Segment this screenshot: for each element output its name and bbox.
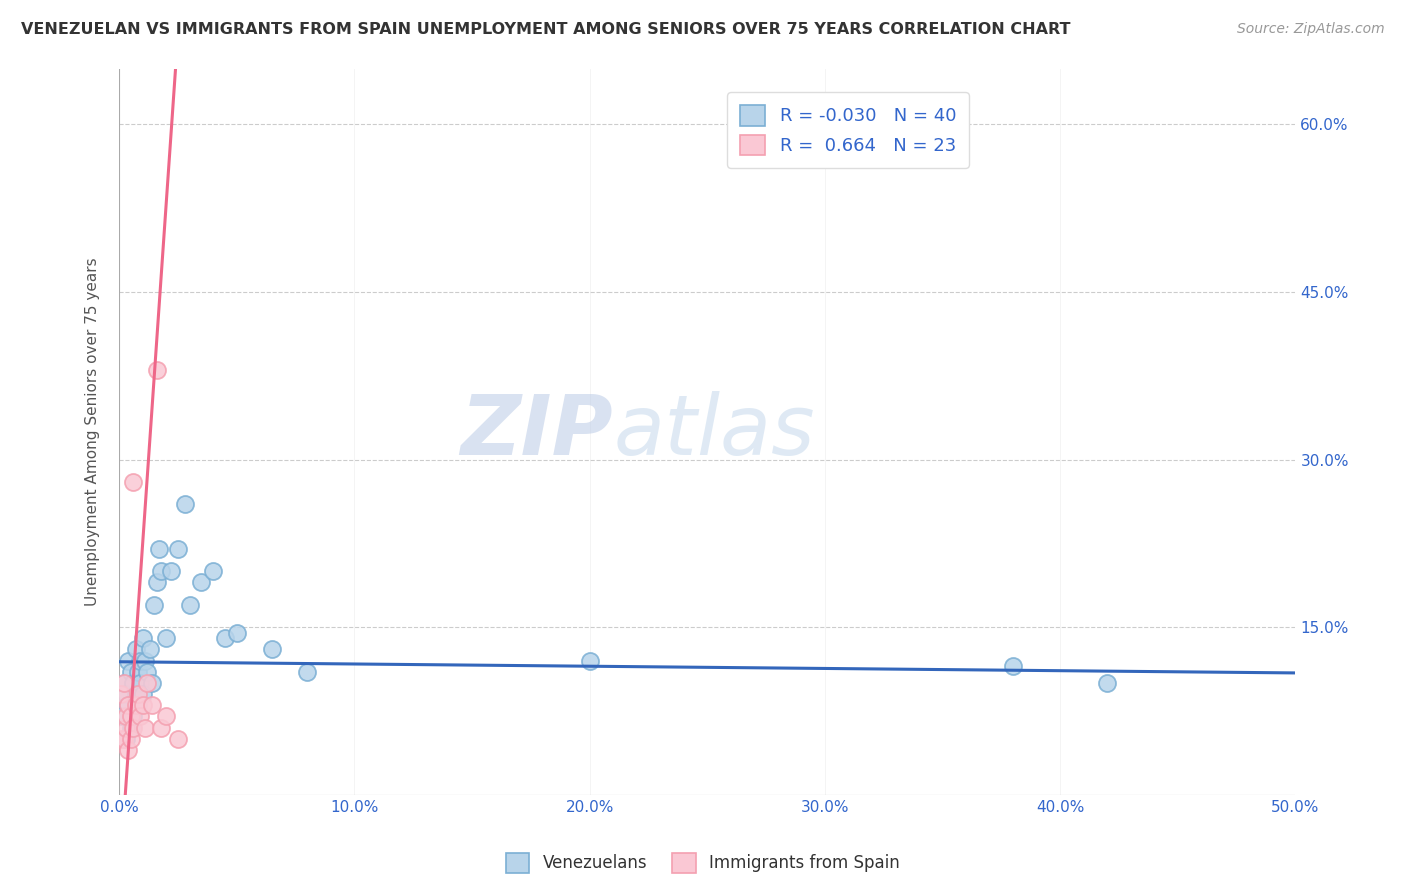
Point xyxy=(1002,659,1025,673)
Point xyxy=(297,665,319,679)
Text: VENEZUELAN VS IMMIGRANTS FROM SPAIN UNEMPLOYMENT AMONG SENIORS OVER 75 YEARS COR: VENEZUELAN VS IMMIGRANTS FROM SPAIN UNEM… xyxy=(21,22,1070,37)
Point xyxy=(150,721,173,735)
Point xyxy=(112,731,135,746)
Point xyxy=(120,731,142,746)
Point xyxy=(143,598,166,612)
Point xyxy=(117,698,139,713)
Point xyxy=(145,363,167,377)
Point xyxy=(115,721,138,735)
Point xyxy=(136,676,159,690)
Point xyxy=(117,654,139,668)
Point xyxy=(124,698,146,713)
Point xyxy=(134,721,156,735)
Point xyxy=(179,598,201,612)
Point xyxy=(148,541,170,556)
Point xyxy=(155,709,177,723)
Point xyxy=(112,676,135,690)
Point xyxy=(167,541,190,556)
Point xyxy=(120,721,142,735)
Point xyxy=(122,709,145,723)
Text: atlas: atlas xyxy=(613,391,814,472)
Point xyxy=(117,698,139,713)
Point xyxy=(110,709,132,723)
Point xyxy=(110,731,132,746)
Point xyxy=(120,665,142,679)
Point xyxy=(112,676,135,690)
Point xyxy=(115,731,138,746)
Point xyxy=(190,575,212,590)
Point xyxy=(127,698,149,713)
Text: Source: ZipAtlas.com: Source: ZipAtlas.com xyxy=(1237,22,1385,37)
Legend: R = -0.030   N = 40, R =  0.664   N = 23: R = -0.030 N = 40, R = 0.664 N = 23 xyxy=(727,92,969,168)
Point xyxy=(117,743,139,757)
Point xyxy=(136,665,159,679)
Legend: Venezuelans, Immigrants from Spain: Venezuelans, Immigrants from Spain xyxy=(499,847,907,880)
Point xyxy=(138,642,160,657)
Text: ZIP: ZIP xyxy=(461,391,613,472)
Point xyxy=(129,709,152,723)
Point xyxy=(150,564,173,578)
Point xyxy=(214,632,236,646)
Point xyxy=(131,632,153,646)
Point xyxy=(260,642,283,657)
Point xyxy=(122,475,145,489)
Point xyxy=(129,676,152,690)
Point xyxy=(124,687,146,701)
Point xyxy=(115,687,138,701)
Point xyxy=(134,654,156,668)
Point xyxy=(127,687,149,701)
Point xyxy=(127,665,149,679)
Point xyxy=(145,575,167,590)
Point xyxy=(141,698,163,713)
Point xyxy=(120,709,142,723)
Point xyxy=(1097,676,1119,690)
Point xyxy=(122,676,145,690)
Point xyxy=(131,687,153,701)
Point xyxy=(167,731,190,746)
Point xyxy=(131,698,153,713)
Point xyxy=(115,709,138,723)
Point xyxy=(141,676,163,690)
Point xyxy=(159,564,181,578)
Point xyxy=(122,721,145,735)
Point xyxy=(225,625,247,640)
Point xyxy=(124,642,146,657)
Point xyxy=(129,654,152,668)
Point xyxy=(202,564,225,578)
Point xyxy=(578,654,600,668)
Point xyxy=(110,687,132,701)
Point xyxy=(155,632,177,646)
Point xyxy=(174,497,197,511)
Y-axis label: Unemployment Among Seniors over 75 years: Unemployment Among Seniors over 75 years xyxy=(86,257,100,606)
